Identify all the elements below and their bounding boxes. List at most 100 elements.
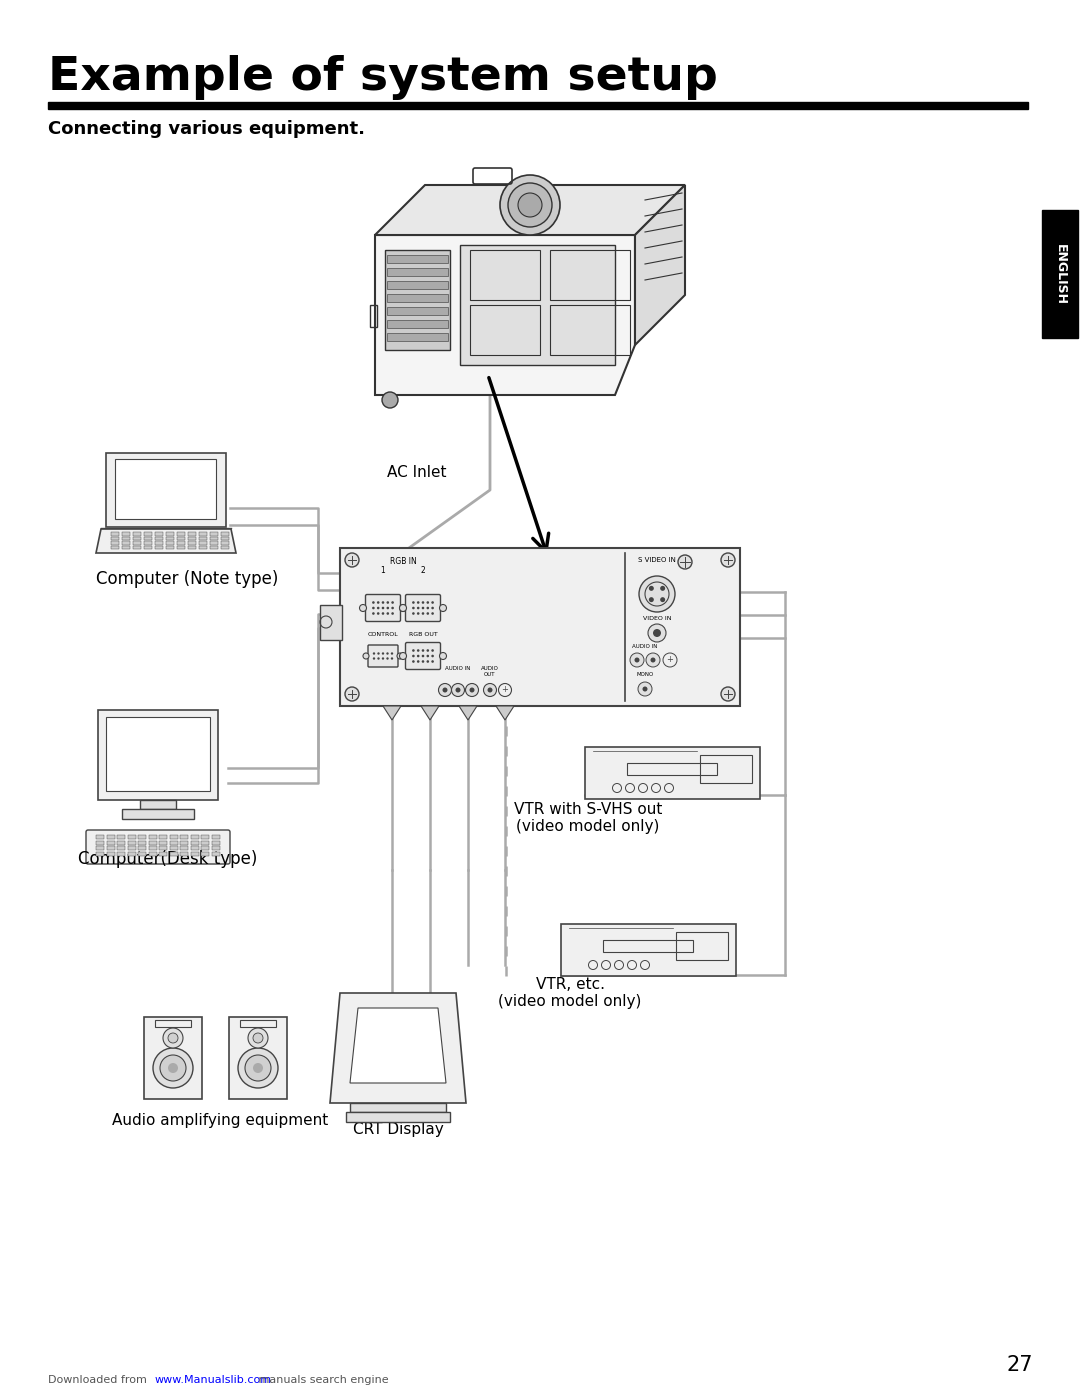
Circle shape: [427, 606, 429, 609]
Circle shape: [431, 661, 434, 662]
Polygon shape: [350, 1009, 446, 1083]
Bar: [180, 847, 188, 849]
Text: 1: 1: [380, 566, 386, 576]
Circle shape: [373, 658, 375, 659]
Circle shape: [400, 605, 406, 612]
Circle shape: [400, 605, 406, 612]
Text: S VIDEO IN: S VIDEO IN: [638, 557, 676, 563]
Polygon shape: [96, 529, 237, 553]
Bar: [144, 541, 152, 545]
Circle shape: [427, 655, 429, 658]
Bar: [133, 532, 141, 535]
Circle shape: [678, 555, 692, 569]
Circle shape: [363, 652, 369, 659]
Bar: [212, 852, 219, 855]
Bar: [111, 541, 119, 545]
Circle shape: [377, 652, 380, 655]
Circle shape: [391, 601, 394, 604]
Bar: [387, 256, 448, 263]
Bar: [107, 852, 114, 855]
Bar: [156, 1020, 191, 1027]
Circle shape: [377, 612, 379, 615]
Bar: [210, 532, 218, 535]
Bar: [144, 532, 152, 535]
Circle shape: [653, 629, 661, 637]
Bar: [96, 847, 104, 849]
Circle shape: [391, 658, 393, 659]
Circle shape: [245, 1055, 271, 1081]
Circle shape: [417, 655, 419, 658]
Bar: [700, 754, 752, 782]
Bar: [190, 847, 199, 849]
Bar: [177, 532, 185, 535]
Circle shape: [391, 612, 394, 615]
Polygon shape: [635, 184, 685, 345]
Bar: [170, 841, 177, 845]
Circle shape: [630, 652, 644, 666]
Circle shape: [431, 612, 434, 615]
Bar: [166, 536, 174, 541]
Circle shape: [387, 658, 389, 659]
Text: RGB OUT: RGB OUT: [408, 631, 437, 637]
Bar: [188, 532, 195, 535]
Bar: [470, 250, 540, 300]
Circle shape: [387, 606, 389, 609]
Bar: [117, 841, 125, 845]
Circle shape: [391, 652, 393, 655]
Bar: [229, 1017, 287, 1099]
Bar: [138, 835, 146, 840]
Circle shape: [638, 682, 652, 696]
Text: AC Inlet: AC Inlet: [387, 465, 446, 481]
Bar: [122, 532, 130, 535]
Bar: [387, 268, 448, 277]
Circle shape: [660, 597, 665, 602]
Circle shape: [487, 687, 492, 693]
Bar: [96, 852, 104, 855]
Circle shape: [646, 652, 660, 666]
Bar: [201, 847, 210, 849]
Bar: [111, 532, 119, 535]
Polygon shape: [421, 705, 438, 719]
Polygon shape: [375, 235, 635, 395]
Circle shape: [635, 658, 639, 662]
FancyBboxPatch shape: [405, 643, 441, 669]
Bar: [221, 532, 229, 535]
Bar: [177, 536, 185, 541]
Bar: [117, 852, 125, 855]
Bar: [117, 847, 125, 849]
Bar: [188, 536, 195, 541]
Bar: [212, 841, 219, 845]
Bar: [122, 545, 130, 549]
Bar: [340, 548, 740, 705]
Circle shape: [387, 612, 389, 615]
Circle shape: [427, 612, 429, 615]
Bar: [561, 923, 735, 977]
Bar: [212, 835, 219, 840]
Bar: [138, 841, 146, 845]
Circle shape: [160, 1055, 186, 1081]
Circle shape: [421, 606, 424, 609]
Bar: [156, 536, 163, 541]
Text: Computer(Desk type): Computer(Desk type): [78, 849, 257, 868]
Bar: [603, 940, 693, 951]
Circle shape: [639, 576, 675, 612]
Circle shape: [649, 597, 653, 602]
Circle shape: [248, 1028, 268, 1048]
Circle shape: [721, 553, 735, 567]
Bar: [144, 1017, 202, 1099]
Circle shape: [451, 683, 464, 697]
Bar: [199, 532, 207, 535]
Circle shape: [153, 1048, 193, 1088]
Circle shape: [417, 661, 419, 662]
Bar: [240, 1020, 276, 1027]
Text: RGB IN: RGB IN: [390, 557, 417, 566]
Circle shape: [443, 687, 447, 693]
Circle shape: [421, 655, 424, 658]
Circle shape: [373, 601, 375, 604]
Circle shape: [417, 601, 419, 604]
Circle shape: [421, 661, 424, 662]
Circle shape: [360, 605, 366, 612]
Bar: [1042, 210, 1078, 338]
Bar: [190, 841, 199, 845]
Bar: [212, 847, 219, 849]
